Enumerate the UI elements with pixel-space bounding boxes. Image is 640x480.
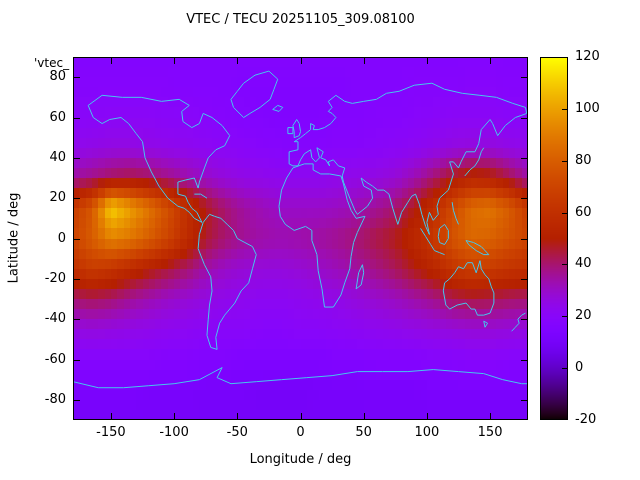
y-tick-label: 20 [49, 190, 66, 206]
key-label: 'vtec_ [34, 56, 70, 70]
chart-title: VTEC / TECU 20251105_309.08100 [186, 12, 415, 27]
x-tick-label: 100 [414, 425, 440, 440]
colorbar-tick-label: 80 [575, 152, 592, 168]
x-axis-title: Longitude / deg [249, 452, 352, 467]
y-tick-label: 80 [49, 69, 66, 85]
x-tick-label: -150 [96, 425, 126, 440]
x-tick-label: 150 [477, 425, 503, 440]
y-tick-label: 0 [57, 230, 66, 246]
y-tick-label: -80 [44, 391, 66, 407]
x-tick-label: 50 [355, 425, 372, 440]
y-tick-label: -40 [44, 311, 66, 327]
y-tick-label: 40 [49, 149, 66, 165]
x-tick-label: -100 [159, 425, 189, 440]
colorbar-tick-label: 20 [575, 308, 592, 324]
colorbar-tick-label: 40 [575, 256, 592, 272]
colorbar-tick-label: 60 [575, 204, 592, 220]
x-tick-label: 0 [296, 425, 305, 440]
y-tick-label: 60 [49, 109, 66, 125]
colorbar-tick-label: -20 [575, 412, 597, 427]
colorbar-tick-label: 0 [575, 360, 584, 376]
colorbar-tick-label: 120 [575, 49, 600, 64]
vtec-heatmap-canvas [73, 57, 528, 420]
colorbar-tick-label: 100 [575, 100, 600, 116]
y-tick-label: -20 [44, 270, 66, 286]
y-tick-label: -60 [44, 351, 66, 367]
x-tick-label: -50 [226, 425, 248, 440]
colorbar-canvas [540, 57, 568, 420]
y-axis-title: Latitude / deg [6, 192, 22, 284]
